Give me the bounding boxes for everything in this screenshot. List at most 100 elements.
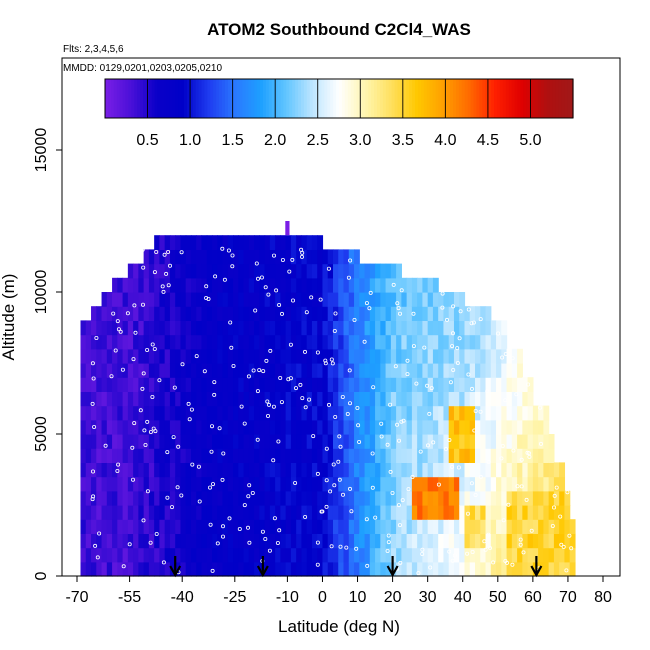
colorbar-segment <box>534 79 539 118</box>
heatmap-cell <box>569 519 576 534</box>
heatmap-cell <box>443 561 450 577</box>
heatmap-cell <box>80 490 87 506</box>
heatmap-cell <box>80 419 87 435</box>
colorbar-segment <box>277 79 282 118</box>
heatmap-cell <box>485 519 492 534</box>
sample-point <box>275 541 280 546</box>
heatmap-cell <box>475 490 481 506</box>
heatmap-cell <box>185 419 192 435</box>
heatmap-cell <box>190 292 197 307</box>
sample-point <box>303 515 308 520</box>
heatmap-cell <box>227 320 234 336</box>
sample-point <box>120 367 125 372</box>
heatmap-cell <box>464 334 471 350</box>
colorbar-segment <box>321 79 325 118</box>
heatmap-cell <box>385 263 392 279</box>
colorbar-segment <box>564 79 568 118</box>
heatmap-cell <box>164 235 171 250</box>
heatmap-cell <box>306 505 313 520</box>
heatmap-cell <box>106 476 113 492</box>
heatmap-cell <box>185 249 192 265</box>
sample-point <box>456 465 461 470</box>
heatmap-cell <box>217 306 224 321</box>
heatmap-cell <box>311 391 318 407</box>
heatmap-cell <box>264 434 271 449</box>
heatmap-cell <box>238 547 245 563</box>
heatmap-cell <box>127 519 134 534</box>
heatmap-cell <box>401 519 408 534</box>
heatmap-cell <box>364 505 371 520</box>
heatmap-cell <box>264 490 271 506</box>
heatmap-cell <box>154 292 161 307</box>
heatmap-cell <box>469 419 476 435</box>
heatmap-cell <box>169 249 176 265</box>
colorbar-segment <box>219 79 223 118</box>
heatmap-cell <box>175 363 182 378</box>
heatmap-cell <box>196 490 203 506</box>
heatmap-cell <box>453 476 460 492</box>
heatmap-cell <box>117 419 124 435</box>
mmdd-label: MMDD: 0129,0201,0203,0205,0210 <box>63 63 222 74</box>
heatmap-cell <box>527 462 534 478</box>
colorbar-segment <box>485 79 489 118</box>
heatmap-cell <box>206 533 213 549</box>
colorbar-segment <box>511 79 516 118</box>
heatmap-cell <box>238 363 245 378</box>
heatmap-cell <box>422 391 429 407</box>
colorbar-segment <box>327 79 331 118</box>
heatmap-cell <box>506 348 513 364</box>
heatmap-cell <box>317 462 324 478</box>
heatmap-cell <box>85 348 92 364</box>
x-tick-label: 20 <box>384 589 402 606</box>
heatmap-cell <box>127 320 134 336</box>
heatmap-cell <box>254 348 260 364</box>
heatmap-cell <box>496 434 502 449</box>
heatmap-cell <box>385 519 392 534</box>
heatmap-cell <box>85 547 92 563</box>
sample-point <box>150 394 155 399</box>
heatmap-cell <box>280 462 287 478</box>
heatmap-cell <box>406 448 413 463</box>
heatmap-cell <box>332 533 339 549</box>
heatmap-cell <box>385 306 392 321</box>
heatmap-cell <box>464 462 471 478</box>
heatmap-cell <box>233 235 239 250</box>
heatmap-cell <box>285 419 292 435</box>
heatmap-cell <box>406 561 413 577</box>
heatmap-cell <box>127 462 134 478</box>
heatmap-cell <box>438 505 445 520</box>
heatmap-cell <box>306 476 313 492</box>
heatmap-cell <box>280 263 287 279</box>
sample-point <box>465 511 470 516</box>
colorbar-segment <box>186 79 191 118</box>
heatmap-cell <box>359 306 366 321</box>
heatmap-cell <box>564 505 571 520</box>
heatmap-cell <box>306 235 313 250</box>
heatmap-cell <box>417 476 424 492</box>
heatmap-cell <box>91 377 97 392</box>
heatmap-cell <box>354 249 360 265</box>
sample-point <box>385 442 390 447</box>
heatmap-cell <box>448 505 455 520</box>
heatmap-cell <box>406 391 413 407</box>
heatmap-cell <box>80 348 87 364</box>
sample-point <box>202 369 207 374</box>
heatmap-cell <box>538 505 544 520</box>
colorbar-segment <box>134 79 138 118</box>
heatmap-cell <box>238 292 245 307</box>
heatmap-cell <box>527 490 534 506</box>
heatmap-cell <box>212 292 218 307</box>
colorbar-segment <box>318 79 323 118</box>
sample-point <box>261 369 266 374</box>
sample-point <box>422 345 427 350</box>
heatmap-cell <box>243 377 250 392</box>
heatmap-cell <box>390 561 397 577</box>
heatmap-cell <box>148 519 155 534</box>
heatmap-cell <box>164 263 171 279</box>
heatmap-cell <box>248 405 255 421</box>
heatmap-cell <box>496 490 502 506</box>
heatmap-cell <box>190 434 197 449</box>
heatmap-cell <box>112 292 118 307</box>
heatmap-cell <box>538 434 544 449</box>
heatmap-cell <box>106 505 113 520</box>
